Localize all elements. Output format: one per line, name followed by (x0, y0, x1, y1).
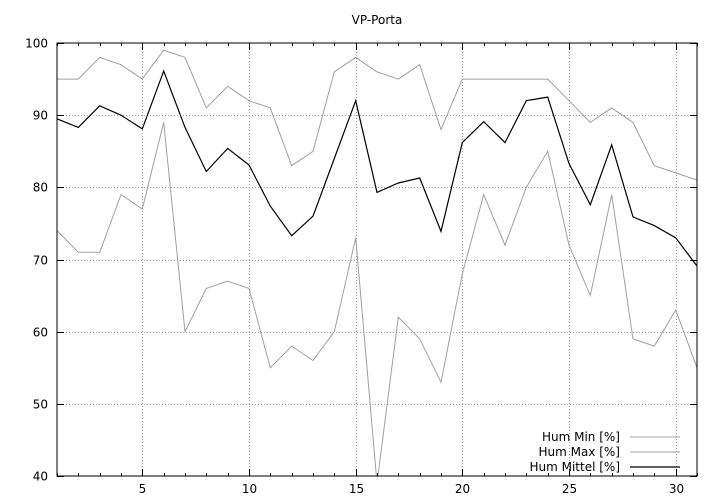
x-tick-label: 30 (669, 482, 684, 496)
series-lines (57, 49, 697, 476)
series-line-2 (57, 49, 697, 181)
series-line-1 (57, 122, 697, 476)
ticks: 40 50 60 70 80 90 100 5 10 15 20 25 30 (25, 37, 698, 496)
y-tick-label: 80 (33, 181, 48, 195)
grid (57, 43, 697, 476)
x-tick-label: 10 (242, 482, 257, 496)
x-tick-label: 20 (455, 482, 470, 496)
chart-title: VP-Porta (352, 13, 403, 27)
x-tick-label: 15 (349, 482, 364, 496)
y-tick-label: 100 (25, 37, 48, 51)
y-tick-label: 50 (33, 398, 48, 412)
series-line-3 (57, 69, 697, 267)
legend-label: Hum Mittel [%] (529, 460, 620, 474)
legend-label: Hum Max [%] (538, 445, 620, 459)
plot-frame (56, 42, 698, 477)
y-tick-label: 60 (33, 326, 48, 340)
x-tick-label: 25 (562, 482, 577, 496)
y-tick-label: 40 (33, 470, 48, 484)
y-tick-label: 90 (33, 109, 48, 123)
y-tick-label: 70 (33, 254, 48, 268)
legend: Hum Min [%]Hum Max [%]Hum Mittel [%] (529, 430, 680, 474)
legend-label: Hum Min [%] (542, 430, 620, 444)
x-tick-label: 5 (139, 482, 147, 496)
